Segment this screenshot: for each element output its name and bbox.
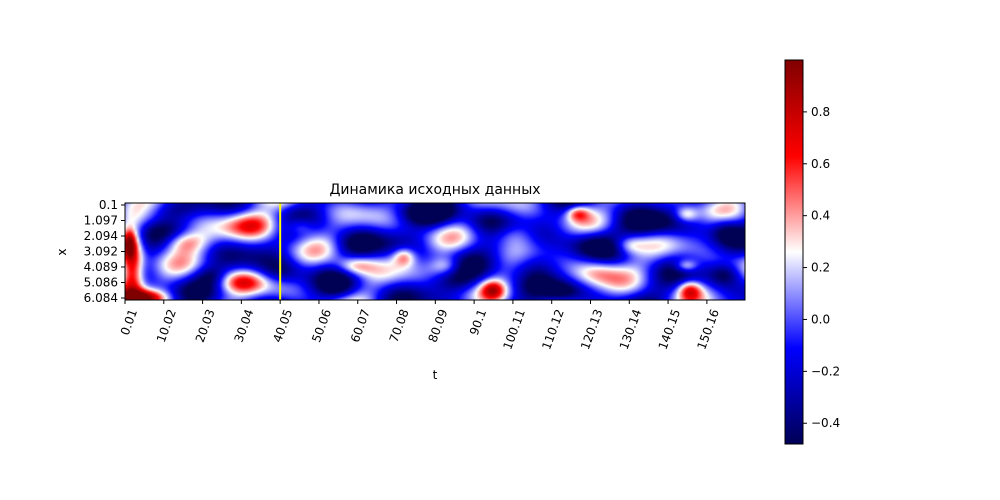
x-tick-label: 140.15	[656, 307, 684, 351]
colorbar-tick-label: 0.2	[811, 261, 830, 275]
y-tick-label: 6.084	[84, 291, 118, 305]
x-tick-label: 50.06	[309, 307, 334, 344]
x-tick-label: 0.01	[118, 307, 140, 337]
y-axis-label: x	[55, 248, 69, 255]
colorbar-tick-label: 0.0	[811, 312, 830, 326]
heatmap-plot	[125, 203, 745, 300]
x-tick-label: 40.05	[270, 307, 295, 344]
colorbar-tick-label: −0.4	[811, 416, 840, 430]
x-tick-label: 60.07	[348, 307, 373, 344]
colorbar	[784, 59, 804, 445]
colorbar-tick-label: 0.8	[811, 105, 830, 119]
x-axis-label: t	[433, 368, 438, 382]
x-tick-label: 100.11	[500, 307, 528, 351]
x-tick-label: 10.02	[154, 307, 179, 344]
colorbar-tick-label: 0.6	[811, 157, 830, 171]
x-tick-label: 110.12	[539, 307, 567, 351]
colorbar-tick-label: −0.2	[811, 364, 840, 378]
y-tick-label: 5.086	[84, 275, 118, 289]
x-tick-label: 70.08	[387, 307, 412, 344]
x-tick-label: 120.13	[578, 307, 606, 351]
x-tick-label: 80.09	[426, 307, 451, 344]
y-tick-label: 2.094	[84, 229, 118, 243]
colorbar-tick-label: 0.4	[811, 209, 830, 223]
y-tick-label: 3.092	[84, 245, 118, 259]
x-tick-label: 130.14	[617, 307, 645, 351]
colorbar-ticks: −0.4 −0.2 0.0 0.2 0.4 0.6 0.8	[803, 105, 840, 430]
y-tick-label: 4.089	[84, 260, 118, 274]
x-tick-label: 20.03	[193, 307, 218, 344]
x-tick-label: 90.1	[467, 307, 489, 337]
chart-title: Динамика исходных данных	[329, 182, 540, 198]
y-tick-label: 0.1	[99, 198, 118, 212]
x-axis-ticks: 0.01 10.02 20.03 30.04 40.05 50.06 60.07 70.08 8…	[118, 300, 722, 352]
x-tick-label: 150.16	[694, 307, 722, 351]
y-tick-label: 1.097	[84, 213, 118, 227]
x-tick-label: 30.04	[232, 307, 257, 344]
heatmap-image	[125, 203, 745, 300]
